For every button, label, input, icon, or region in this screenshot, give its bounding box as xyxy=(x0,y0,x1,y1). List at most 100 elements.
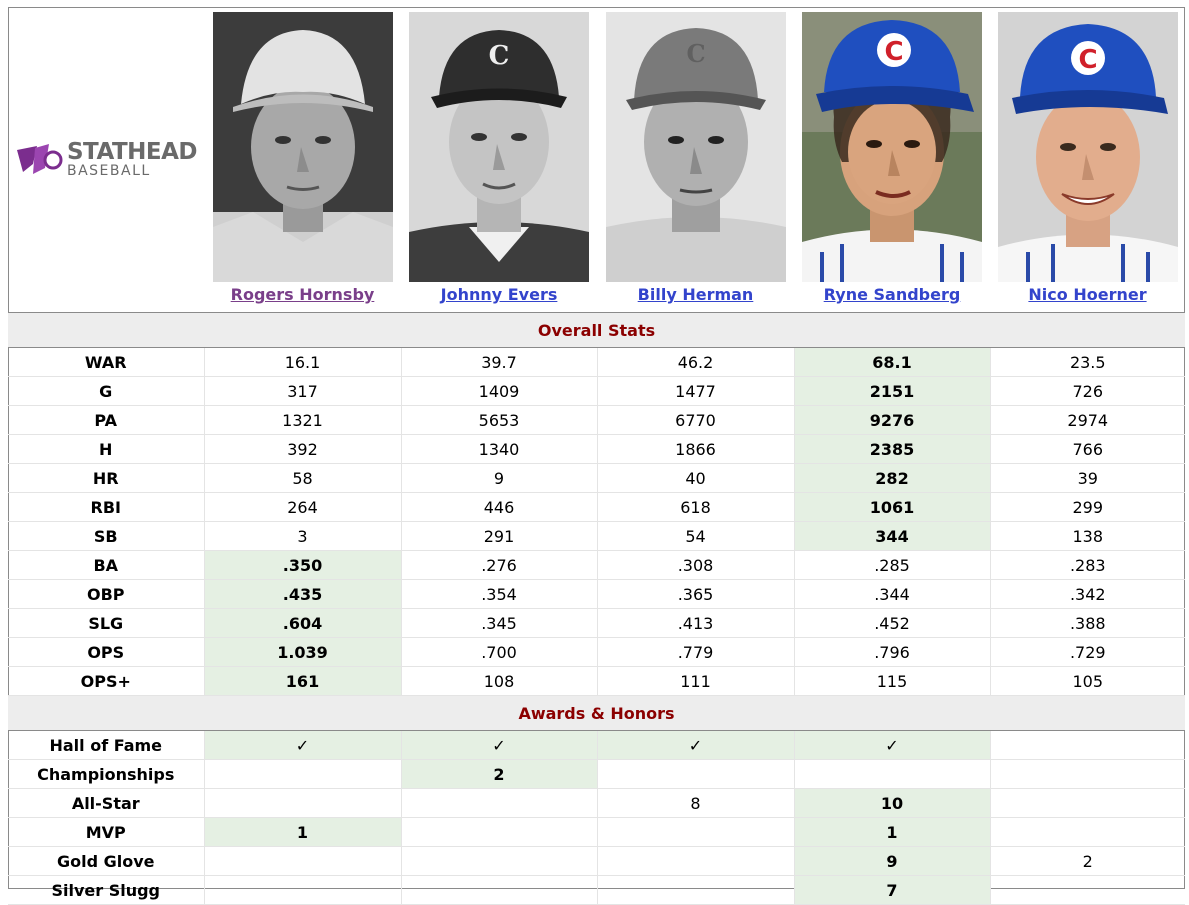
value-cell xyxy=(596,846,794,876)
value-cell: .452 xyxy=(793,608,990,638)
value-cell xyxy=(203,759,401,789)
value-cell: 1 xyxy=(203,817,401,847)
value-cell: 105 xyxy=(989,666,1185,696)
value-cell: 16.1 xyxy=(203,347,401,377)
value-cell: 108 xyxy=(400,666,597,696)
cap-logo-c: C xyxy=(884,37,903,67)
player-photo[interactable]: C xyxy=(802,12,982,282)
value-cell: ✓ xyxy=(203,730,401,760)
value-cell xyxy=(793,759,990,789)
value-cell: 1409 xyxy=(400,376,597,406)
value-cell: 2 xyxy=(400,759,597,789)
stat-row-obp: OBP .435.354.365.344.342 xyxy=(8,579,1185,609)
player-photo-image: C xyxy=(409,12,589,282)
value-cell: 1 xyxy=(793,817,990,847)
value-cell: .350 xyxy=(203,550,401,580)
value-cell xyxy=(596,759,794,789)
value-cell: 7 xyxy=(793,875,990,905)
cap-logo-c: C xyxy=(489,41,510,71)
row-label: OPS xyxy=(8,637,204,667)
player-photo[interactable] xyxy=(212,12,393,282)
stathead-logo[interactable]: STATHEAD BASEBALL xyxy=(8,7,204,312)
value-cell: .388 xyxy=(989,608,1185,638)
stat-row-g: G 317 1409 1477 2151 726 xyxy=(8,376,1185,406)
award-row-championships: Championships 2 xyxy=(8,759,1185,789)
value-cell: 766 xyxy=(989,434,1185,464)
player-header-cell: C Nico Hoerner xyxy=(990,7,1185,313)
value-cell: .413 xyxy=(596,608,794,638)
value-cell: 1340 xyxy=(400,434,597,464)
value-cell: .435 xyxy=(203,579,401,609)
value-cell: 2974 xyxy=(989,405,1185,435)
value-cell: ✓ xyxy=(400,730,597,760)
stat-row-rbi: RBI 264 446 618 1061 299 xyxy=(8,492,1185,522)
player-link-sandberg[interactable]: Ryne Sandberg xyxy=(823,285,961,304)
value-cell: 54 xyxy=(596,521,794,551)
player-link-hornsby[interactable]: Rogers Hornsby xyxy=(230,285,375,304)
value-cell: 299 xyxy=(989,492,1185,522)
value-cell: .365 xyxy=(596,579,794,609)
value-cell: 1061 xyxy=(793,492,990,522)
row-label: Hall of Fame xyxy=(8,730,204,760)
player-comparison-table: STATHEAD BASEBALL xyxy=(8,7,1185,905)
award-row-gold-glove: Gold Glove 9 2 xyxy=(8,846,1185,876)
player-photo-image: C xyxy=(997,12,1178,282)
player-photo[interactable]: C xyxy=(997,12,1178,282)
row-label: BA xyxy=(8,550,204,580)
value-cell: 9 xyxy=(400,463,597,493)
value-cell xyxy=(596,817,794,847)
award-row-silver-slugg: Silver Slugg 7 xyxy=(8,875,1185,905)
value-cell xyxy=(400,846,597,876)
value-cell: .276 xyxy=(400,550,597,580)
value-cell: .344 xyxy=(793,579,990,609)
player-header-cell: C Johnny Evers xyxy=(401,7,597,313)
value-cell: 46.2 xyxy=(596,347,794,377)
value-cell: 344 xyxy=(793,521,990,551)
value-cell: 9 xyxy=(793,846,990,876)
section-header-overall: Overall Stats xyxy=(8,312,1185,348)
value-cell: 291 xyxy=(400,521,597,551)
value-cell xyxy=(400,788,597,818)
value-cell: .345 xyxy=(400,608,597,638)
stat-row-war: WAR 16.1 39.7 46.2 68.1 23.5 xyxy=(8,347,1185,377)
row-label: OPS+ xyxy=(8,666,204,696)
player-link-herman[interactable]: Billy Herman xyxy=(637,285,754,304)
value-cell: 115 xyxy=(793,666,990,696)
player-link-evers[interactable]: Johnny Evers xyxy=(440,285,558,304)
brand-name-top: STATHEAD xyxy=(66,139,198,165)
value-cell xyxy=(203,846,401,876)
row-label: OBP xyxy=(8,579,204,609)
value-cell: 618 xyxy=(596,492,794,522)
value-cell: 9276 xyxy=(793,405,990,435)
player-photo[interactable]: C xyxy=(605,12,786,282)
row-label: SB xyxy=(8,521,204,551)
value-cell: 392 xyxy=(203,434,401,464)
stat-row-ba: BA .350.276.308.285.283 xyxy=(8,550,1185,580)
value-cell xyxy=(203,788,401,818)
stat-row-sb: SB 3 291 54 344 138 xyxy=(8,521,1185,551)
row-label: RBI xyxy=(8,492,204,522)
value-cell: .285 xyxy=(793,550,990,580)
value-cell: 726 xyxy=(989,376,1185,406)
value-cell xyxy=(203,875,401,905)
value-cell: 8 xyxy=(596,788,794,818)
value-cell: 58 xyxy=(203,463,401,493)
value-cell: 39.7 xyxy=(400,347,597,377)
value-cell: 6770 xyxy=(596,405,794,435)
row-label: H xyxy=(8,434,204,464)
value-cell: 1321 xyxy=(203,405,401,435)
award-row-hall-of-fame: Hall of Fame ✓ ✓ ✓ ✓ xyxy=(8,730,1185,760)
value-cell: .796 xyxy=(793,637,990,667)
value-cell: 1866 xyxy=(596,434,794,464)
value-cell: 138 xyxy=(989,521,1185,551)
value-cell: 2 xyxy=(989,846,1185,876)
value-cell: ✓ xyxy=(596,730,794,760)
player-photo[interactable]: C xyxy=(409,12,589,282)
player-header-cell: C Billy Herman xyxy=(597,7,794,313)
section-title: Awards & Honors xyxy=(8,695,1185,731)
player-link-hoerner[interactable]: Nico Hoerner xyxy=(1028,285,1147,304)
value-cell xyxy=(989,759,1185,789)
section-header-awards: Awards & Honors xyxy=(8,695,1185,731)
value-cell xyxy=(596,875,794,905)
value-cell: .779 xyxy=(596,637,794,667)
